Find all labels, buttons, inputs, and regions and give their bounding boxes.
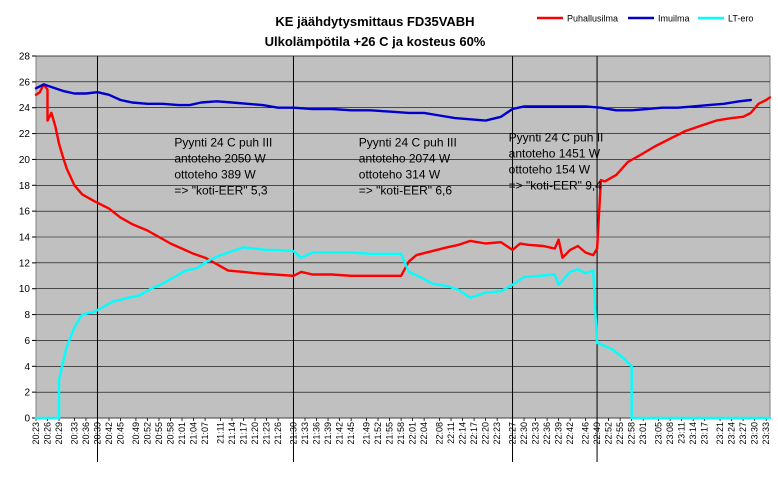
series-line-imuilma — [34, 83, 752, 122]
y-tick-label-16: 16 — [19, 207, 31, 218]
x-tick-label-7: 20:45 — [116, 422, 126, 445]
y-tick-label-8: 8 — [24, 310, 30, 321]
y-tick-label-14: 14 — [19, 233, 31, 244]
x-tick-label-20: 21:26 — [273, 422, 283, 445]
x-tick-label-36: 22:17 — [469, 422, 479, 445]
x-tick-label-30: 21:58 — [396, 422, 406, 445]
x-tick-label-32: 22:04 — [419, 422, 429, 445]
x-tick-label-44: 22:42 — [565, 422, 575, 445]
x-tick-label-16: 21:14 — [227, 422, 237, 445]
x-tick-label-47: 22:52 — [604, 422, 614, 445]
x-tick-label-43: 22:39 — [554, 422, 564, 445]
x-tick-label-3: 20:33 — [69, 422, 79, 445]
series-line-puhallusilma — [34, 83, 772, 277]
x-tick-label-28: 21:52 — [373, 422, 383, 445]
x-tick-label-59: 23:30 — [750, 422, 760, 445]
x-tick-label-24: 21:39 — [323, 422, 333, 445]
y-tick-label-26: 26 — [19, 77, 31, 88]
legend-label-imuilma: Imuilma — [658, 14, 690, 24]
x-tick-label-27: 21:49 — [361, 422, 371, 445]
annotation-1-line-2: ottoteho 314 W — [359, 168, 441, 182]
annotation-2-line-2: ottoteho 154 W — [509, 162, 591, 176]
annotation-0-line-2: ottoteho 389 W — [174, 168, 256, 182]
x-tick-label-41: 22:33 — [531, 422, 541, 445]
y-tick-label-12: 12 — [19, 258, 31, 269]
x-tick-label-12: 21:01 — [177, 422, 187, 445]
annotation-0-line-3: => "koti-EER" 5,3 — [174, 184, 268, 198]
annotation-1-line-0: Pyynti 24 C puh III — [359, 136, 457, 150]
x-tick-label-54: 23:14 — [688, 422, 698, 445]
x-tick-label-60: 23:33 — [761, 422, 771, 445]
y-tick-label-20: 20 — [19, 155, 31, 166]
x-tick-label-14: 21:07 — [200, 422, 210, 445]
x-tick-label-10: 20:55 — [154, 422, 164, 445]
annotation-1-line-1: antoteho 2074 W — [359, 152, 451, 166]
annotation-2-line-3: => "koti-EER" 9,4 — [509, 178, 603, 192]
annotation-2-line-0: Pyynti 24 C puh II — [509, 130, 604, 144]
x-tick-label-0: 20:23 — [31, 422, 41, 445]
x-tick-label-31: 22:01 — [408, 422, 418, 445]
legend-label-puhallusilma: Puhallusilma — [567, 14, 618, 24]
x-tick-label-1: 20:26 — [43, 422, 53, 445]
x-tick-label-49: 22:58 — [627, 422, 637, 445]
x-tick-label-56: 23:21 — [715, 422, 725, 445]
x-tick-label-18: 21:20 — [250, 422, 260, 445]
y-tick-label-4: 4 — [24, 362, 30, 373]
x-tick-label-33: 22:08 — [435, 422, 445, 445]
x-tick-label-55: 23:17 — [700, 422, 710, 445]
x-tick-label-22: 21:33 — [300, 422, 310, 445]
y-tick-label-28: 28 — [19, 52, 31, 63]
annotation-0-line-1: antoteho 2050 W — [174, 152, 266, 166]
x-tick-label-52: 23:08 — [665, 422, 675, 445]
x-tick-label-50: 23:01 — [638, 422, 648, 445]
y-tick-label-18: 18 — [19, 181, 31, 192]
x-tick-label-8: 20:49 — [131, 422, 141, 445]
y-tick-label-10: 10 — [19, 284, 31, 295]
x-tick-label-2: 20:29 — [54, 422, 64, 445]
x-tick-label-37: 22:20 — [481, 422, 491, 445]
x-tick-label-23: 21:36 — [312, 422, 322, 445]
annotation-2-line-1: antoteho 1451 W — [509, 146, 601, 160]
annotation-0-line-0: Pyynti 24 C puh III — [174, 136, 272, 150]
annotation-1-line-3: => "koti-EER" 6,6 — [359, 184, 453, 198]
legend: Puhallusilma Imuilma LT-ero — [537, 14, 753, 24]
x-tick-label-19: 21:23 — [262, 422, 272, 445]
x-tick-label-53: 23:11 — [677, 422, 687, 444]
y-tick-label-2: 2 — [24, 388, 30, 399]
x-tick-label-6: 20:42 — [104, 422, 114, 445]
annotations: Pyynti 24 C puh III antoteho 2050 W ottote… — [174, 130, 603, 197]
y-tick-label-0: 0 — [24, 414, 30, 425]
legend-label-lt-ero: LT-ero — [728, 14, 753, 24]
y-tick-label-22: 22 — [19, 129, 31, 140]
x-tick-label-57: 23:24 — [727, 422, 737, 445]
x-tick-label-51: 23:05 — [654, 422, 664, 445]
phase-dividers — [96, 56, 598, 462]
x-tick-label-4: 20:36 — [81, 422, 91, 445]
x-tick-label-45: 22:46 — [581, 422, 591, 445]
x-tick-label-29: 21:55 — [385, 422, 395, 445]
x-tick-label-38: 22:23 — [492, 422, 502, 445]
chart-title-line-1: KE jäähdytysmittaus FD35VABH — [275, 14, 474, 29]
x-tick-label-11: 20:58 — [166, 422, 176, 445]
x-tick-label-58: 23:27 — [738, 422, 748, 445]
x-tick-label-13: 21:04 — [189, 422, 199, 445]
y-tick-label-6: 6 — [24, 336, 30, 347]
x-tick-label-17: 21:17 — [239, 422, 249, 445]
chart-title-line-2: Ulkolämpötila +26 C ja kosteus 60% — [265, 34, 486, 49]
x-tick-label-34: 22:11 — [446, 422, 456, 444]
x-tick-label-42: 22:36 — [542, 422, 552, 445]
x-tick-label-25: 21:42 — [335, 422, 345, 445]
x-axis: 20:23 20:26 20:29 20:33 20:36 20:39 20:42 20:45… — [31, 418, 771, 445]
x-tick-label-9: 20:52 — [142, 422, 152, 445]
y-tick-label-24: 24 — [19, 103, 31, 114]
x-tick-label-26: 21:45 — [346, 422, 356, 445]
series-line-lt-ero — [34, 246, 772, 420]
x-tick-label-48: 22:55 — [615, 422, 625, 445]
x-tick-label-15: 21:11 — [215, 422, 225, 444]
series-lines — [34, 83, 772, 420]
x-tick-label-35: 22:14 — [458, 422, 468, 445]
x-tick-label-40: 22:30 — [519, 422, 529, 445]
